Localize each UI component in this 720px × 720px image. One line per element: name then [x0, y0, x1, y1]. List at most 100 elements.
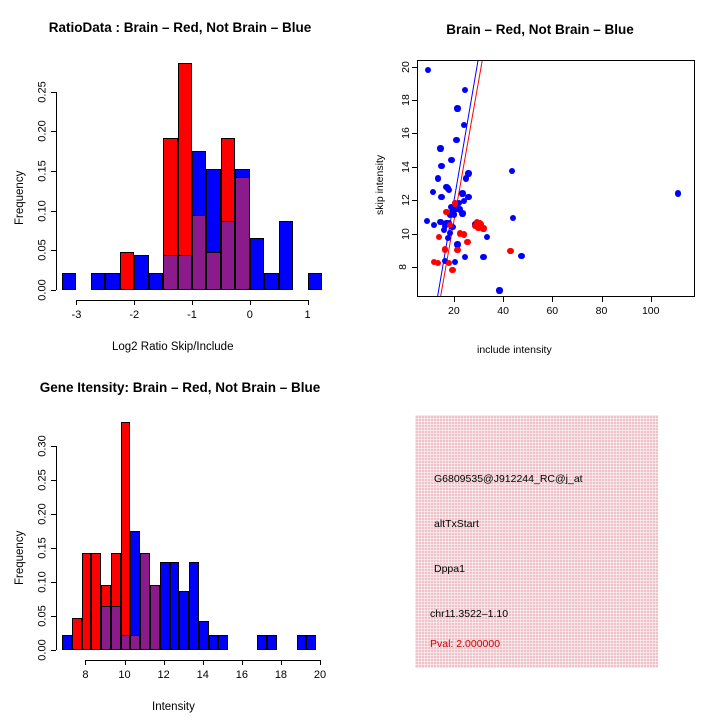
panel-title-ratio: RatioData : Brain – Red, Not Brain – Blu…	[48, 20, 312, 35]
scatter-point-not-brain	[445, 186, 453, 194]
info-panel-dither-overlay	[415, 415, 658, 668]
histogram-bar-not-brain	[306, 635, 317, 650]
histogram-bar-not-brain	[208, 635, 219, 650]
histogram-bar-overlap	[163, 255, 178, 290]
x-axis-tick-label: -3	[71, 309, 82, 321]
x-axis-tick	[192, 300, 193, 305]
histogram-bar-not-brain	[130, 530, 141, 650]
scatter-point-not-brain	[460, 197, 467, 205]
x-axis-tick	[202, 660, 204, 665]
info-panel-background	[415, 415, 658, 668]
scatter-point-brain	[475, 224, 482, 231]
panel-annotation-info: G6809535@J912244_RC@j_at altTxStart Dppa…	[415, 415, 658, 668]
y-axis-tick-label: 18	[399, 94, 412, 106]
scatter-point-not-brain	[449, 223, 456, 231]
panel-gene-intensity-histogram: Gene Itensity: Brain – Red, Not Brain – …	[0, 360, 360, 720]
scatter-point-not-brain	[674, 190, 681, 197]
x-axis-tick	[241, 660, 243, 665]
info-line-pvalue: Pval: 2.000000	[430, 638, 501, 650]
scatter-plot-box	[417, 60, 695, 297]
histogram-bar-not-brain	[134, 255, 149, 290]
x-axis-tick-label: 20	[448, 305, 460, 317]
y-axis-tick-label: 0.00	[36, 639, 49, 661]
y-axis-tick	[412, 266, 417, 268]
x-axis-tick-label: 40	[497, 305, 509, 317]
x-axis-tick-label: 80	[595, 305, 608, 317]
info-line-event-type: altTxStart	[434, 518, 479, 530]
y-axis-tick	[51, 171, 56, 173]
x-axis-tick-label: 8	[82, 669, 89, 681]
histogram-bar-overlap	[177, 255, 192, 290]
scatter-point-brain	[471, 222, 478, 230]
x-axis-tick	[307, 300, 309, 305]
x-axis-tick-label: -2	[129, 309, 140, 321]
x-axis-tick	[124, 660, 126, 665]
x-axis-tick-label: 16	[235, 669, 248, 681]
scatter-point-not-brain	[518, 252, 525, 260]
x-axis-line	[76, 300, 308, 301]
histogram-bar-not-brain	[296, 635, 307, 650]
histogram-bar-brain	[120, 422, 131, 650]
scatter-point-brain	[464, 238, 471, 246]
plot-area-scatter: 8 10 12 14 16 18 20 20 40 60 80 100	[360, 0, 720, 360]
scatter-clip	[418, 61, 694, 296]
y-axis-tick-label: 0.30	[36, 435, 49, 457]
info-line-locus: chr11.3522–1.10	[430, 608, 509, 620]
histogram-bar-not-brain	[267, 635, 278, 650]
scatter-point-not-brain	[440, 227, 448, 234]
histogram-bar-overlap	[206, 251, 221, 290]
scatter-point-not-brain	[463, 175, 470, 182]
scatter-point-brain	[451, 200, 459, 207]
plot-area-gene-intensity: 0.00 0.05 0.10 0.15 0.20 0.25 0.30 8 10 12 14 16 18 2…	[0, 360, 360, 720]
histogram-bar-overlap	[149, 585, 160, 650]
x-axis-tick	[453, 297, 455, 302]
histogram-bar-not-brain	[307, 272, 322, 290]
scatter-point-not-brain	[456, 206, 464, 213]
histogram-bar-not-brain	[159, 561, 170, 650]
histogram-bar-not-brain	[218, 635, 229, 650]
histogram-bar-overlap	[120, 635, 131, 650]
scatter-point-not-brain	[465, 170, 472, 177]
y-axis-tick-label: 12	[399, 194, 412, 207]
y-axis-tick-label: 20	[399, 60, 412, 73]
scatter-point-not-brain	[509, 214, 517, 221]
panel-ratio-histogram: RatioData : Brain – Red, Not Brain – Blu…	[0, 0, 360, 360]
scatter-point-not-brain	[461, 253, 469, 261]
y-axis-tick-label: 0.20	[36, 503, 49, 525]
y-axis-tick-label: 0.05	[36, 605, 49, 627]
scatter-point-not-brain	[465, 193, 472, 201]
histogram-bar-overlap	[220, 221, 236, 290]
histogram-bar-not-brain	[198, 620, 209, 650]
scatter-point-not-brain	[459, 190, 466, 197]
x-axis-tick-label: 12	[157, 669, 170, 681]
scatter-point-brain	[431, 258, 438, 266]
y-axis-tick	[412, 133, 417, 135]
x-axis-tick-label: 0	[246, 309, 253, 321]
histogram-bar-not-brain	[257, 635, 268, 650]
scatter-point-not-brain	[444, 234, 451, 241]
scatter-point-not-brain	[437, 145, 444, 152]
scatter-point-not-brain	[423, 217, 431, 225]
y-axis-tick-label: 0.25	[36, 469, 49, 491]
y-axis-tick	[412, 200, 417, 202]
y-axis-tick	[412, 66, 417, 68]
histogram-bar-not-brain	[249, 238, 265, 290]
histogram-bar-not-brain	[90, 272, 106, 290]
scatter-point-not-brain	[459, 210, 466, 217]
scatter-point-not-brain	[461, 86, 469, 94]
y-axis-tick-label: 0.15	[36, 537, 49, 559]
y-axis-tick	[51, 250, 56, 252]
y-axis-tick	[412, 233, 417, 235]
histogram-bar-not-brain	[62, 635, 72, 650]
scatter-point-not-brain	[508, 167, 515, 175]
histogram-bar-not-brain	[179, 590, 190, 650]
histogram-bar-overlap	[101, 605, 111, 650]
scatter-point-not-brain	[451, 258, 459, 266]
y-axis-line	[56, 91, 57, 290]
x-axis-tick	[503, 297, 505, 302]
histogram-bar-overlap	[110, 605, 121, 650]
y-axis-tick-label: 8	[396, 264, 409, 270]
scatter-point-brain	[449, 267, 456, 274]
y-axis-tick-label: 10	[399, 227, 412, 240]
scatter-point-brain	[507, 247, 514, 255]
